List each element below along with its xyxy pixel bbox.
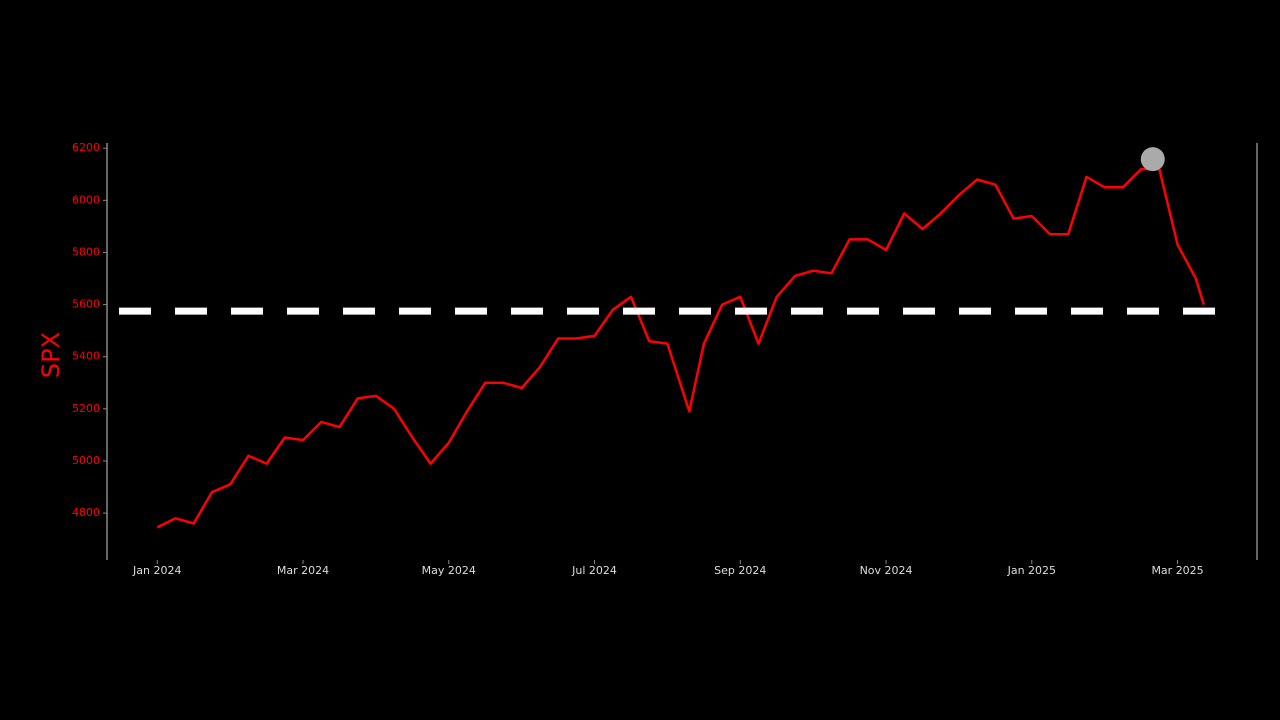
y-tick-label: 5400	[72, 350, 100, 363]
x-tick-label: Mar 2024	[277, 564, 329, 577]
y-tick-label: 5000	[72, 454, 100, 467]
y-tick-label: 5800	[72, 245, 100, 258]
x-tick-label: Mar 2025	[1151, 564, 1203, 577]
y-tick-label: 6000	[72, 193, 100, 206]
x-tick-label: Jan 2025	[1007, 564, 1056, 577]
y-tick-label: 4800	[72, 506, 100, 519]
x-tick-label: May 2024	[422, 564, 476, 577]
x-tick-label: Sep 2024	[714, 564, 766, 577]
y-tick-label: 5200	[72, 402, 100, 415]
y-tick-label: 5600	[72, 298, 100, 311]
x-tick-label: Jan 2024	[132, 564, 181, 577]
highlight-marker	[1140, 147, 1165, 172]
x-tick-label: Jul 2024	[571, 564, 617, 577]
price-line	[156, 167, 1205, 529]
x-tick-label: Nov 2024	[860, 564, 913, 577]
y-axis-label: SPX	[37, 332, 65, 378]
y-tick-label: 6200	[72, 141, 100, 154]
